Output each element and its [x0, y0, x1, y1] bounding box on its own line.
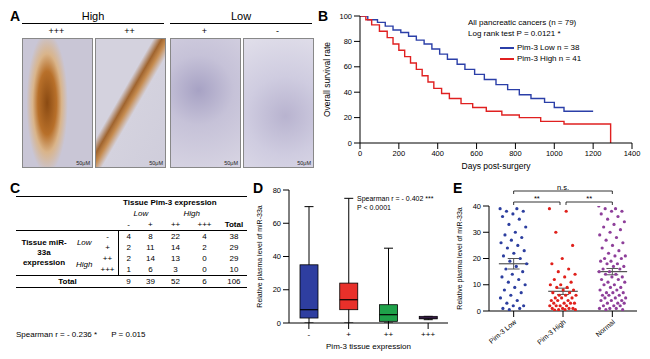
html-text:1: 1 [126, 265, 131, 274]
html-text:2: 2 [202, 243, 207, 252]
svg-text:Pim-3 Low: Pim-3 Low [488, 318, 519, 345]
svg-text:Normal: Normal [594, 318, 616, 338]
html-text:High: High [183, 209, 200, 218]
svg-text:0: 0 [358, 149, 362, 158]
html-text:E: E [453, 180, 463, 196]
svg-text:Relative plasma level of miR-3: Relative plasma level of miR-33a [256, 205, 264, 307]
html-text:P < 0.0001: P < 0.0001 [357, 204, 391, 211]
html-text:39: 39 [145, 277, 155, 286]
svg-text:Overall survival rate: Overall survival rate [322, 42, 332, 117]
html-text:P = 0.015: P = 0.015 [111, 330, 146, 339]
svg-text:200: 200 [393, 149, 406, 158]
html-text:All pancreatic cancers (n = 79: All pancreatic cancers (n = 79) [468, 18, 577, 27]
svg-text:20: 20 [344, 113, 352, 122]
html-text:14: 14 [171, 243, 180, 252]
html-text:Low: Low [230, 10, 252, 22]
svg-text:40: 40 [473, 202, 481, 211]
svg-text:n.s.: n.s. [557, 183, 569, 192]
svg-text:+++: +++ [421, 330, 435, 339]
html-text:52: 52 [171, 277, 180, 286]
html-text:Pim-3 High n = 41: Pim-3 High n = 41 [517, 54, 582, 63]
html-text:2: 2 [126, 243, 131, 252]
html-text:Pim-3 Low n = 38: Pim-3 Low n = 38 [517, 43, 580, 52]
svg-text:600: 600 [470, 149, 483, 158]
svg-text:80: 80 [344, 37, 352, 46]
html-text:29: 29 [229, 243, 239, 252]
html-text:38: 38 [229, 232, 239, 241]
html-text:8: 8 [148, 232, 153, 241]
html-text:3: 3 [173, 265, 178, 274]
svg-text:**: ** [534, 194, 540, 203]
svg-text:1000: 1000 [546, 149, 563, 158]
html-text:D: D [253, 180, 264, 196]
html-text:50μM: 50μM [224, 160, 238, 166]
html-text:4: 4 [126, 232, 131, 241]
svg-text:-: - [308, 330, 311, 339]
html-text:106: 106 [227, 277, 241, 286]
svg-text:Relative plasma level of miR-3: Relative plasma level of miR-33a [456, 207, 464, 309]
html-text:22: 22 [171, 232, 180, 241]
svg-text:60: 60 [273, 219, 281, 228]
svg-text:Days post-surgery: Days post-surgery [462, 161, 532, 171]
svg-text:10: 10 [473, 280, 481, 289]
svg-text:Pim-3 tissue expression: Pim-3 tissue expression [326, 342, 411, 351]
html-text:9: 9 [126, 277, 131, 286]
html-text:Spearman r = - 0.236 *: Spearman r = - 0.236 * [16, 330, 98, 339]
svg-text:**: ** [586, 194, 592, 203]
svg-text:20: 20 [273, 285, 281, 294]
html-text:High: High [76, 259, 93, 269]
html-text:11: 11 [146, 243, 155, 252]
svg-text:0: 0 [348, 139, 352, 148]
svg-text:40: 40 [273, 252, 281, 261]
html-text:Low: Low [76, 237, 92, 247]
svg-text:40: 40 [344, 88, 352, 97]
html-text:29: 29 [229, 254, 239, 263]
html-text:50μM: 50μM [76, 160, 90, 166]
html-text:Log rank test P = 0.0121 *: Log rank test P = 0.0121 * [468, 29, 561, 38]
svg-text:+: + [346, 330, 351, 339]
svg-text:++: ++ [384, 330, 394, 339]
html-text:0: 0 [202, 254, 207, 263]
svg-text:60: 60 [344, 62, 352, 71]
svg-text:0: 0 [477, 307, 481, 316]
svg-text:80: 80 [273, 186, 281, 195]
svg-text:400: 400 [431, 149, 444, 158]
html-text:Tissue Pim-3 expression: Tissue Pim-3 expression [123, 198, 217, 207]
html-text:50μM: 50μM [149, 160, 163, 166]
html-text:High: High [81, 10, 105, 22]
html-text:Low: Low [133, 209, 149, 218]
html-text:6: 6 [148, 265, 153, 274]
html-text:Total: Total [224, 220, 244, 229]
html-text:C: C [10, 180, 21, 196]
html-text:14: 14 [145, 254, 155, 263]
html-text:Tissue miR-33a expression: Tissue miR-33a expression [21, 238, 67, 267]
svg-text:800: 800 [509, 149, 522, 158]
html-text:10: 10 [229, 265, 239, 274]
html-text:4: 4 [202, 232, 207, 241]
svg-text:100: 100 [339, 12, 352, 21]
html-text:A: A [10, 8, 21, 24]
html-text:0: 0 [202, 265, 207, 274]
svg-text:1200: 1200 [585, 149, 602, 158]
html-text:13: 13 [171, 254, 180, 263]
html-text:Spearman r = - 0.402 ***: Spearman r = - 0.402 *** [357, 195, 434, 202]
html-text:6: 6 [202, 277, 207, 286]
html-text:50μM: 50μM [297, 160, 311, 166]
svg-text:0: 0 [277, 319, 281, 328]
svg-text:30: 30 [473, 228, 481, 237]
svg-text:1400: 1400 [624, 149, 641, 158]
svg-text:20: 20 [473, 254, 481, 263]
html-text:B: B [318, 8, 329, 24]
html-text:Total: Total [58, 277, 77, 286]
svg-text:Pim-3 High: Pim-3 High [536, 318, 568, 346]
html-text:2: 2 [126, 254, 131, 263]
